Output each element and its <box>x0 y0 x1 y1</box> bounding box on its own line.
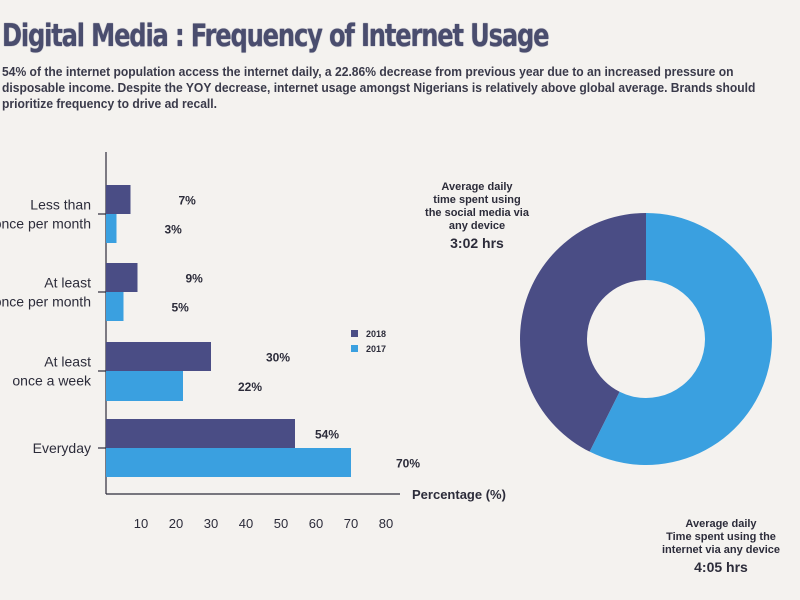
legend-label-2017: 2017 <box>366 344 386 354</box>
legend-swatch-2017 <box>351 345 358 352</box>
internet-time-value: 4:05 hrs <box>694 559 748 575</box>
x-tick-label: 40 <box>239 516 253 531</box>
bar-2017 <box>106 448 351 477</box>
category-label: Everyday <box>33 440 91 456</box>
caption-line: Average daily <box>441 181 513 193</box>
data-label-2018: 9% <box>186 272 204 286</box>
donut-slice-social-media <box>520 213 646 452</box>
x-tick-label: 30 <box>204 516 218 531</box>
data-label-2017: 22% <box>238 380 262 394</box>
page-title: Digital Media : Frequency of Internet Us… <box>2 18 550 54</box>
bar-2017 <box>106 371 183 401</box>
data-label-2017: 3% <box>165 223 183 237</box>
x-tick-label: 60 <box>309 516 323 531</box>
data-label-2018: 30% <box>266 351 290 365</box>
legend-swatch-2018 <box>351 330 358 337</box>
x-tick-label: 50 <box>274 516 288 531</box>
data-label-2018: 54% <box>315 428 339 442</box>
donut-caption-social: Average daily time spent using the socia… <box>402 181 552 253</box>
caption-line: time spent using <box>433 194 521 206</box>
bar-2018 <box>106 263 138 292</box>
social-media-time-value: 3:02 hrs <box>450 235 504 251</box>
donut-caption-internet: Average daily Time spent using the inter… <box>646 518 796 577</box>
donut-chart <box>520 213 772 465</box>
x-tick-label: 20 <box>169 516 183 531</box>
caption-line: Average daily <box>685 518 757 530</box>
category-label: once per month <box>0 216 91 232</box>
bar-2017 <box>106 292 124 321</box>
data-label-2018: 7% <box>179 194 197 208</box>
x-tick-label: 70 <box>344 516 358 531</box>
caption-line: internet via any device <box>662 544 780 556</box>
caption-line: the social media via <box>425 207 529 219</box>
intro-paragraph: 54% of the internet population access th… <box>2 64 756 111</box>
category-label: once per month <box>0 294 91 310</box>
bar-2017 <box>106 214 117 243</box>
data-label-2017: 70% <box>396 457 420 471</box>
data-label-2017: 5% <box>172 301 190 315</box>
x-tick-label: 10 <box>134 516 148 531</box>
bar-2018 <box>106 419 295 448</box>
category-label: At least <box>44 275 91 291</box>
category-label: once a week <box>12 373 92 389</box>
donut-slice-internet <box>589 213 772 465</box>
legend-label-2018: 2018 <box>366 329 386 339</box>
caption-line: Time spent using the <box>666 531 776 543</box>
category-label: At least <box>44 354 91 370</box>
category-label: Less than <box>30 197 91 213</box>
bar-2018 <box>106 342 211 371</box>
bar-2018 <box>106 185 131 214</box>
x-axis-label: Percentage (%) <box>412 487 506 502</box>
x-tick-label: 80 <box>379 516 393 531</box>
caption-line: any device <box>448 220 506 232</box>
bar-chart: Percentage (%) 10 20 30 40 50 60 70 80 7% 3% Less t… <box>0 152 506 531</box>
